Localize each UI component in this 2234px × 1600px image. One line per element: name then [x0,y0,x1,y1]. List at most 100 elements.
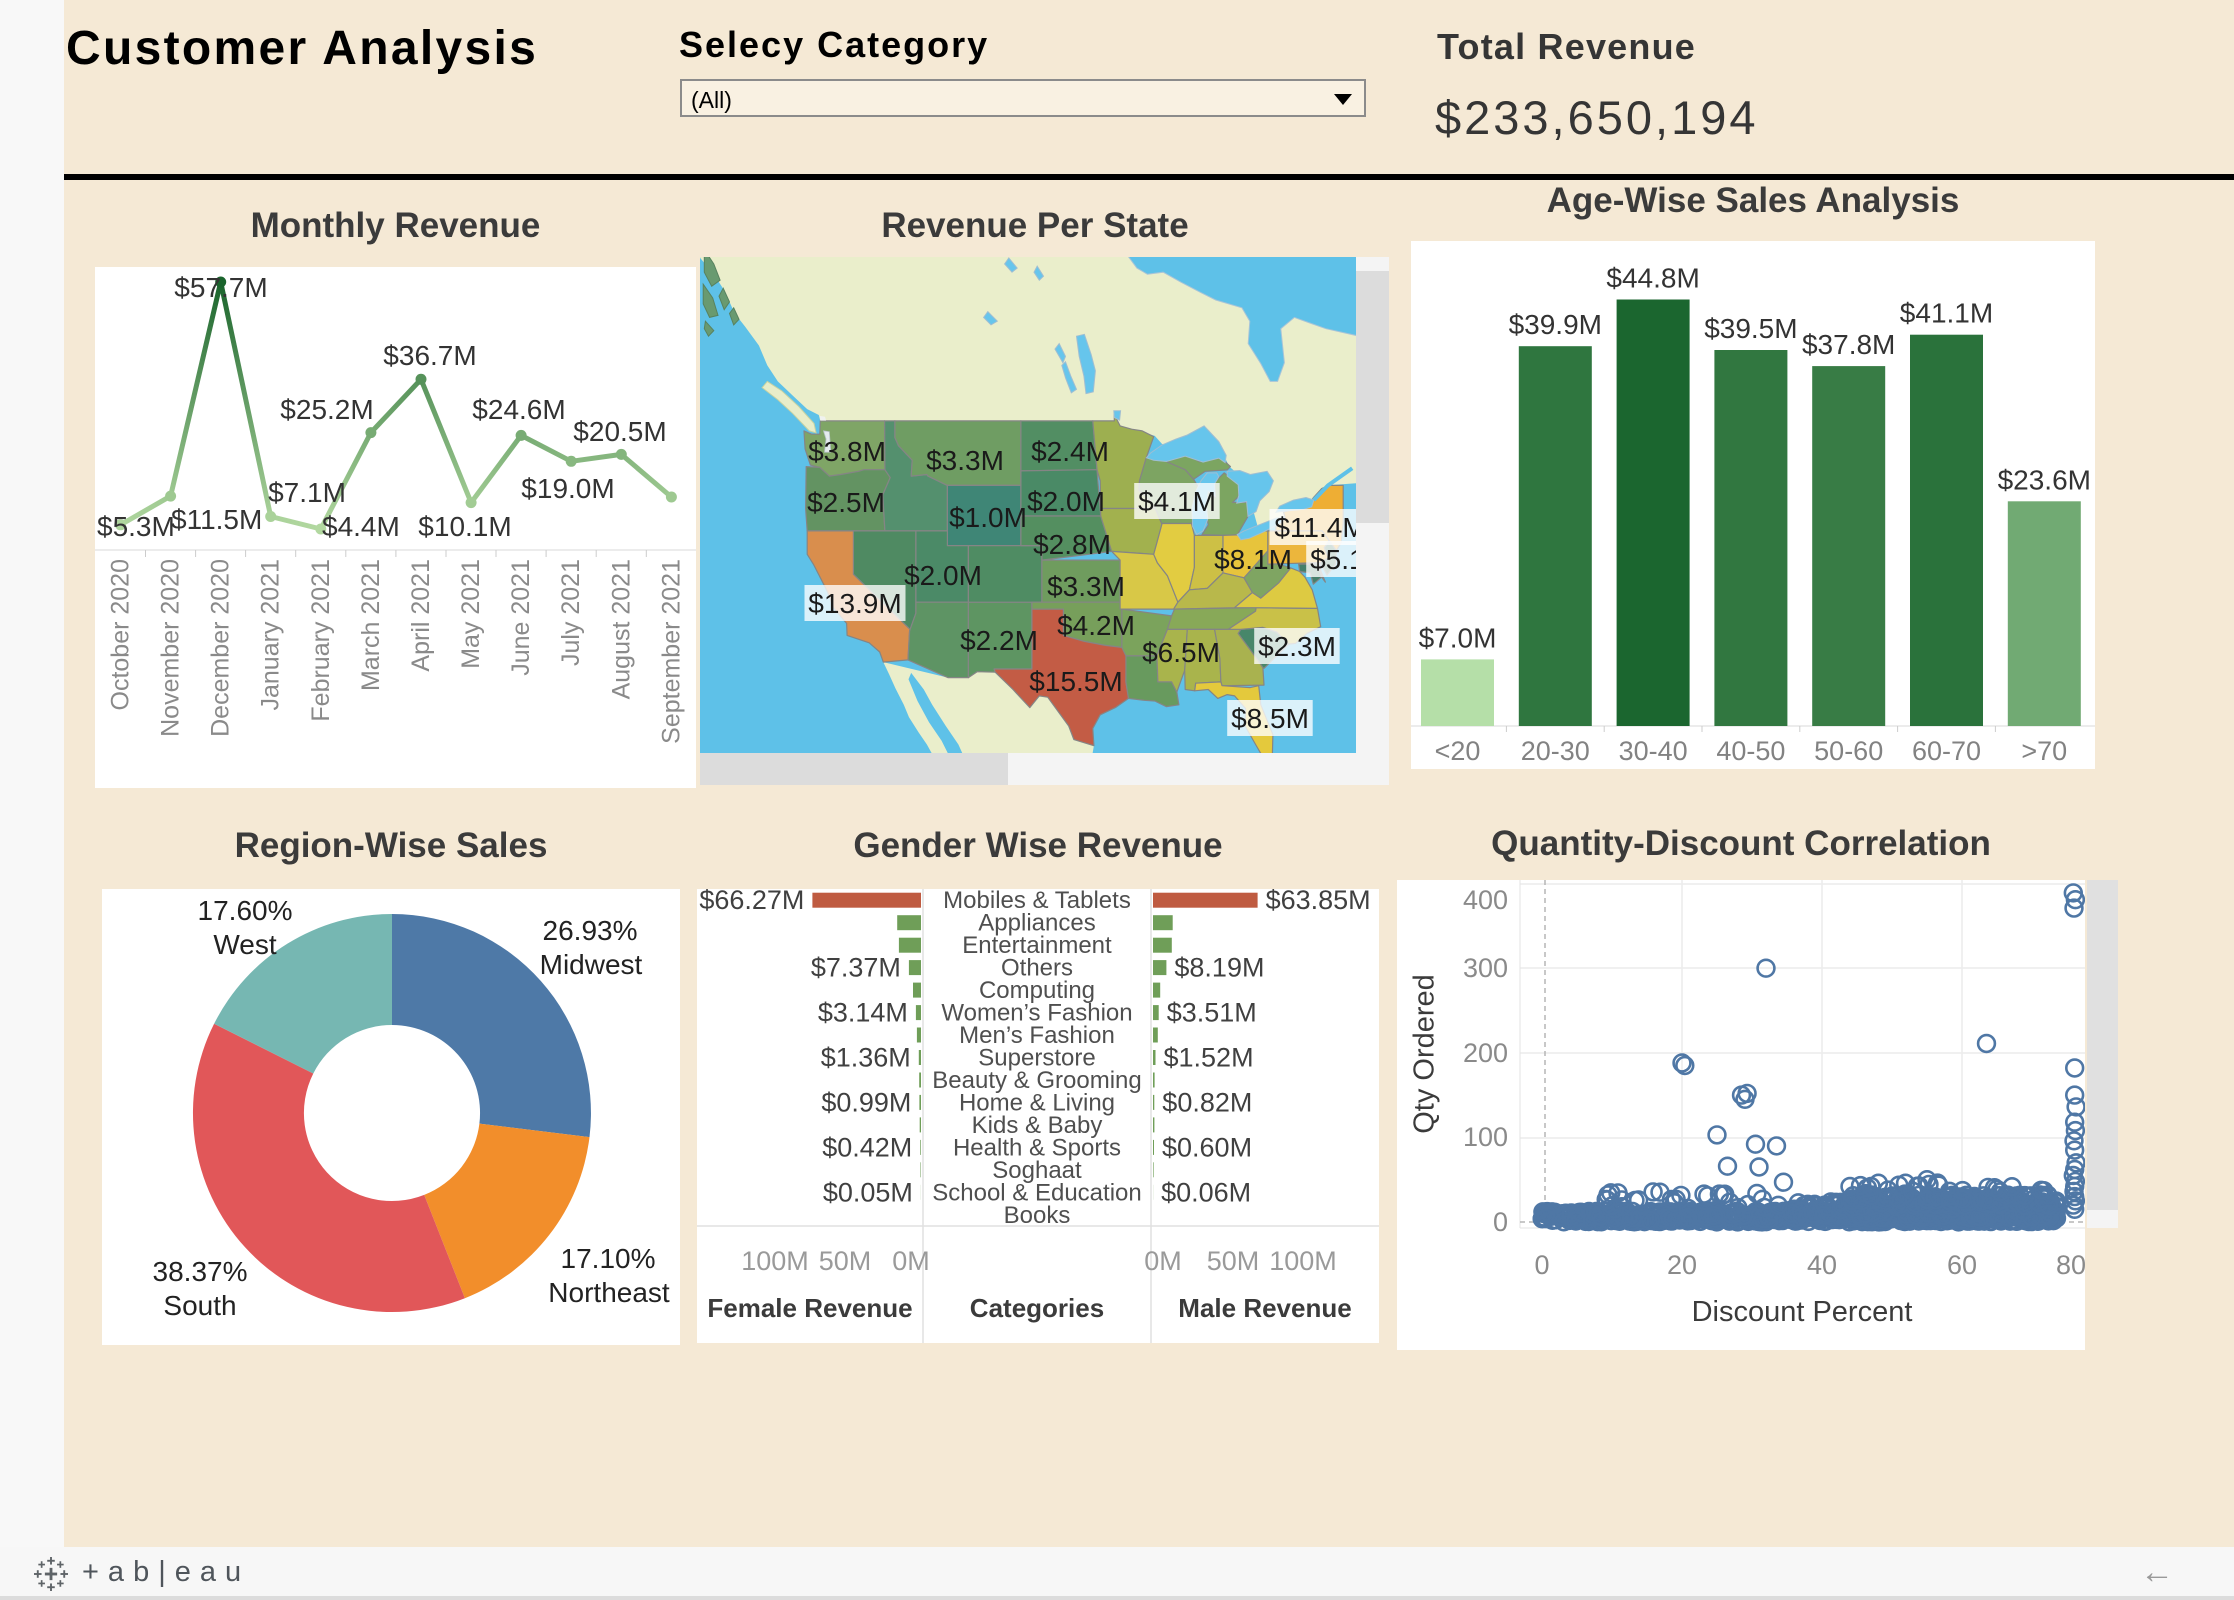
svg-text:$2.3M: $2.3M [1258,631,1336,662]
svg-text:$41.1M: $41.1M [1900,298,1993,329]
svg-text:Health & Sports: Health & Sports [953,1134,1121,1161]
svg-text:$0.06M: $0.06M [1161,1177,1251,1207]
svg-text:Home & Living: Home & Living [959,1089,1115,1116]
svg-text:<20: <20 [1435,736,1481,766]
svg-text:Soghaat: Soghaat [992,1157,1082,1184]
svg-text:July 2021: July 2021 [557,559,585,666]
svg-text:$3.14M: $3.14M [818,998,908,1028]
svg-text:100: 100 [1463,1122,1508,1152]
svg-text:Midwest: Midwest [540,949,643,980]
svg-text:40-50: 40-50 [1716,736,1785,766]
svg-text:50M: 50M [819,1246,872,1276]
svg-text:Superstore: Superstore [978,1045,1095,1072]
svg-text:$2.0M: $2.0M [1027,486,1105,517]
svg-text:38.37%: 38.37% [153,1256,248,1287]
svg-text:$0.60M: $0.60M [1162,1132,1252,1162]
svg-text:$19.0M: $19.0M [521,473,614,504]
svg-text:$5.3M: $5.3M [97,511,175,542]
svg-text:300: 300 [1463,953,1508,983]
svg-text:17.10%: 17.10% [561,1243,656,1274]
svg-text:$0.82M: $0.82M [1162,1087,1252,1117]
svg-text:0M: 0M [1144,1246,1182,1276]
svg-text:$2.5M: $2.5M [807,487,885,518]
svg-text:>70: >70 [2021,736,2067,766]
svg-text:$44.8M: $44.8M [1606,263,1699,294]
svg-text:$6.5M: $6.5M [1142,637,1220,668]
svg-text:$7.37M: $7.37M [811,953,901,983]
svg-text:400: 400 [1463,885,1508,915]
svg-text:May 2021: May 2021 [457,559,485,669]
svg-text:$2.8M: $2.8M [1033,529,1111,560]
svg-text:$23.6M: $23.6M [1998,464,2091,495]
svg-text:$2.0M: $2.0M [904,560,982,591]
svg-text:$36.7M: $36.7M [383,340,476,371]
svg-text:School & Education: School & Education [932,1179,1141,1206]
svg-text:January 2021: January 2021 [257,559,285,711]
svg-text:$1.0M: $1.0M [949,502,1027,533]
svg-text:$1.52M: $1.52M [1164,1043,1254,1073]
svg-text:$0.05M: $0.05M [823,1177,913,1207]
svg-text:September 2021: September 2021 [657,559,685,744]
svg-text:17.60%: 17.60% [198,895,293,926]
svg-text:$5.1M: $5.1M [1310,544,1356,575]
svg-text:June 2021: June 2021 [507,559,535,676]
svg-text:60: 60 [1947,1250,1977,1280]
svg-text:$8.1M: $8.1M [1214,544,1292,575]
svg-text:30-40: 30-40 [1619,736,1688,766]
svg-text:Male Revenue: Male Revenue [1178,1293,1351,1323]
svg-text:60-70: 60-70 [1912,736,1981,766]
svg-text:Computing: Computing [979,977,1095,1004]
svg-text:$4.1M: $4.1M [1138,486,1216,517]
svg-text:200: 200 [1463,1038,1508,1068]
svg-text:$0.99M: $0.99M [821,1087,911,1117]
svg-text:50M: 50M [1207,1246,1260,1276]
svg-text:$63.85M: $63.85M [1266,889,1371,915]
svg-text:West: West [213,929,276,960]
svg-text:$37.8M: $37.8M [1802,329,1895,360]
svg-text:$7.1M: $7.1M [268,477,346,508]
svg-text:$3.3M: $3.3M [1047,571,1125,602]
svg-text:40: 40 [1807,1250,1837,1280]
svg-text:$11.4M: $11.4M [1274,512,1356,543]
svg-text:Beauty & Grooming: Beauty & Grooming [932,1067,1141,1094]
svg-text:$0.42M: $0.42M [822,1132,912,1162]
svg-text:Northeast: Northeast [548,1277,670,1308]
svg-text:$8.19M: $8.19M [1174,953,1264,983]
svg-text:0: 0 [1493,1207,1508,1237]
svg-text:50-60: 50-60 [1814,736,1883,766]
svg-text:April 2021: April 2021 [407,559,435,672]
svg-text:October 2020: October 2020 [107,559,135,711]
svg-text:$7.0M: $7.0M [1419,622,1497,653]
svg-text:$8.5M: $8.5M [1231,703,1309,734]
svg-text:$57.7M: $57.7M [174,272,267,303]
svg-text:$39.9M: $39.9M [1509,309,1602,340]
svg-text:100M: 100M [1269,1246,1337,1276]
svg-text:$2.4M: $2.4M [1031,436,1109,467]
svg-text:$11.5M: $11.5M [171,504,262,535]
svg-text:$4.4M: $4.4M [322,511,400,542]
svg-text:0M: 0M [892,1246,930,1276]
svg-text:$15.5M: $15.5M [1029,666,1122,697]
svg-text:$3.3M: $3.3M [926,445,1004,476]
svg-text:February 2021: February 2021 [307,559,335,722]
svg-text:Female Revenue: Female Revenue [707,1293,912,1323]
svg-text:80: 80 [2056,1250,2085,1280]
svg-text:Books: Books [1004,1202,1071,1229]
svg-text:Women’s Fashion: Women’s Fashion [941,1000,1132,1027]
svg-text:Entertainment: Entertainment [962,932,1112,959]
svg-text:Discount Percent: Discount Percent [1692,1296,1913,1328]
svg-text:$3.8M: $3.8M [808,436,886,467]
svg-text:$20.5M: $20.5M [573,416,666,447]
svg-text:$4.2M: $4.2M [1057,610,1135,641]
svg-text:Mobiles & Tablets: Mobiles & Tablets [943,889,1131,914]
svg-text:Categories: Categories [970,1293,1104,1323]
svg-text:$66.27M: $66.27M [699,889,804,915]
svg-text:Others: Others [1001,955,1073,982]
svg-text:November 2020: November 2020 [157,559,185,737]
svg-text:Men’s Fashion: Men’s Fashion [959,1022,1115,1049]
svg-text:$13.9M: $13.9M [808,588,901,619]
svg-text:South: South [163,1290,236,1321]
svg-text:$2.2M: $2.2M [960,625,1038,656]
svg-text:$1.36M: $1.36M [821,1043,911,1073]
svg-text:20: 20 [1667,1250,1697,1280]
